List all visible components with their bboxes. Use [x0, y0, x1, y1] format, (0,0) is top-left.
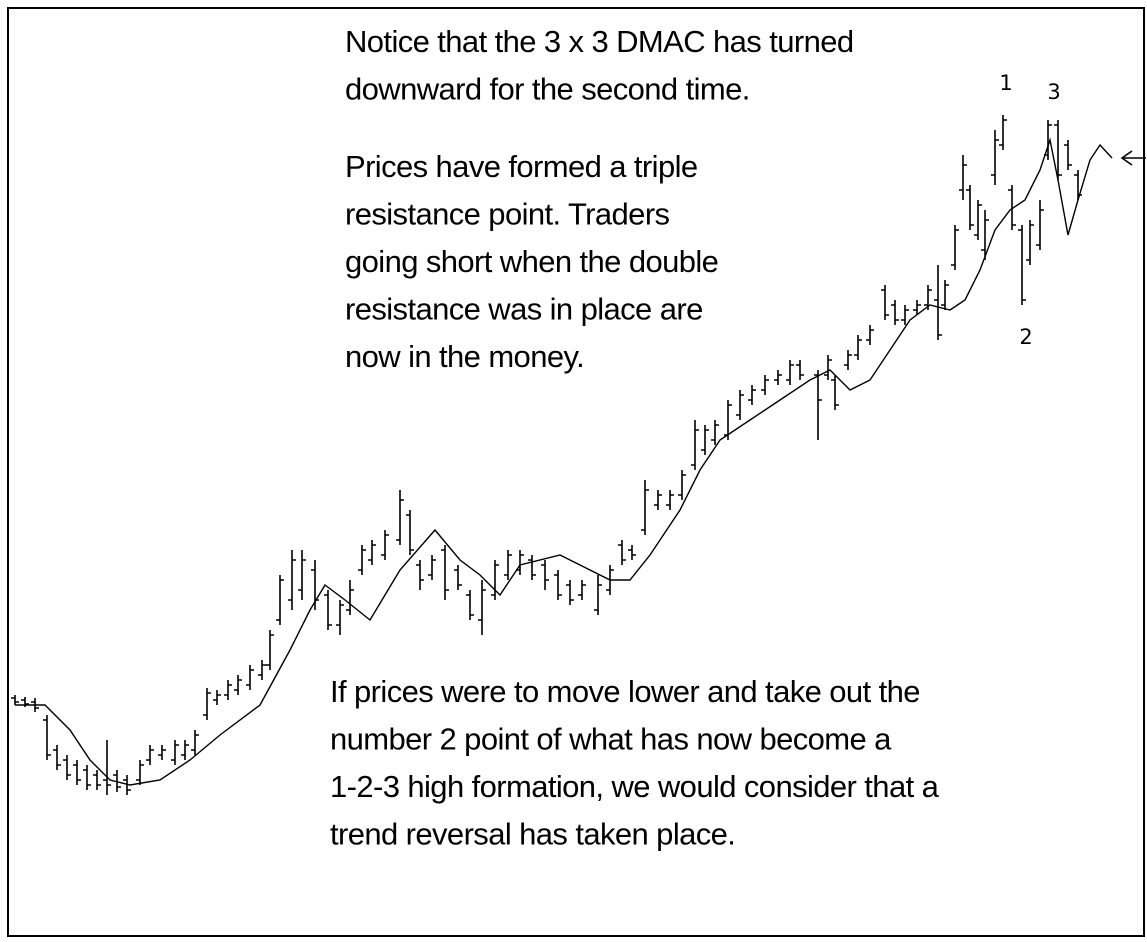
moving-average: [15, 137, 1113, 786]
point-label: 1: [999, 71, 1012, 95]
annotation-line: Notice that the 3 x 3 DMAC has turned: [345, 24, 854, 59]
point-label: 2: [1019, 325, 1032, 349]
price-bars: [11, 115, 1082, 795]
point-label: 3: [1047, 80, 1060, 104]
annotation-line: Prices have formed a triple: [345, 149, 698, 184]
annotation-line: number 2 point of what has now become a: [330, 722, 892, 757]
annotations: Notice that the 3 x 3 DMAC has turned dow…: [330, 24, 940, 852]
annotation-line: resistance point. Traders: [345, 197, 670, 232]
annotation-line: downward for the second time.: [345, 72, 750, 107]
annotation-line: trend reversal has taken place.: [330, 817, 735, 852]
annotation-line: going short when the double: [345, 244, 718, 279]
annotation-line: now in the money.: [345, 339, 584, 374]
annotation-line: If prices were to move lower and take ou…: [330, 674, 920, 709]
frame: [7, 7, 1145, 937]
annotation-line: 1-2-3 high formation, we would consider …: [330, 769, 940, 804]
annotation-line: resistance was in place are: [345, 292, 703, 327]
arrow: [1120, 150, 1146, 166]
